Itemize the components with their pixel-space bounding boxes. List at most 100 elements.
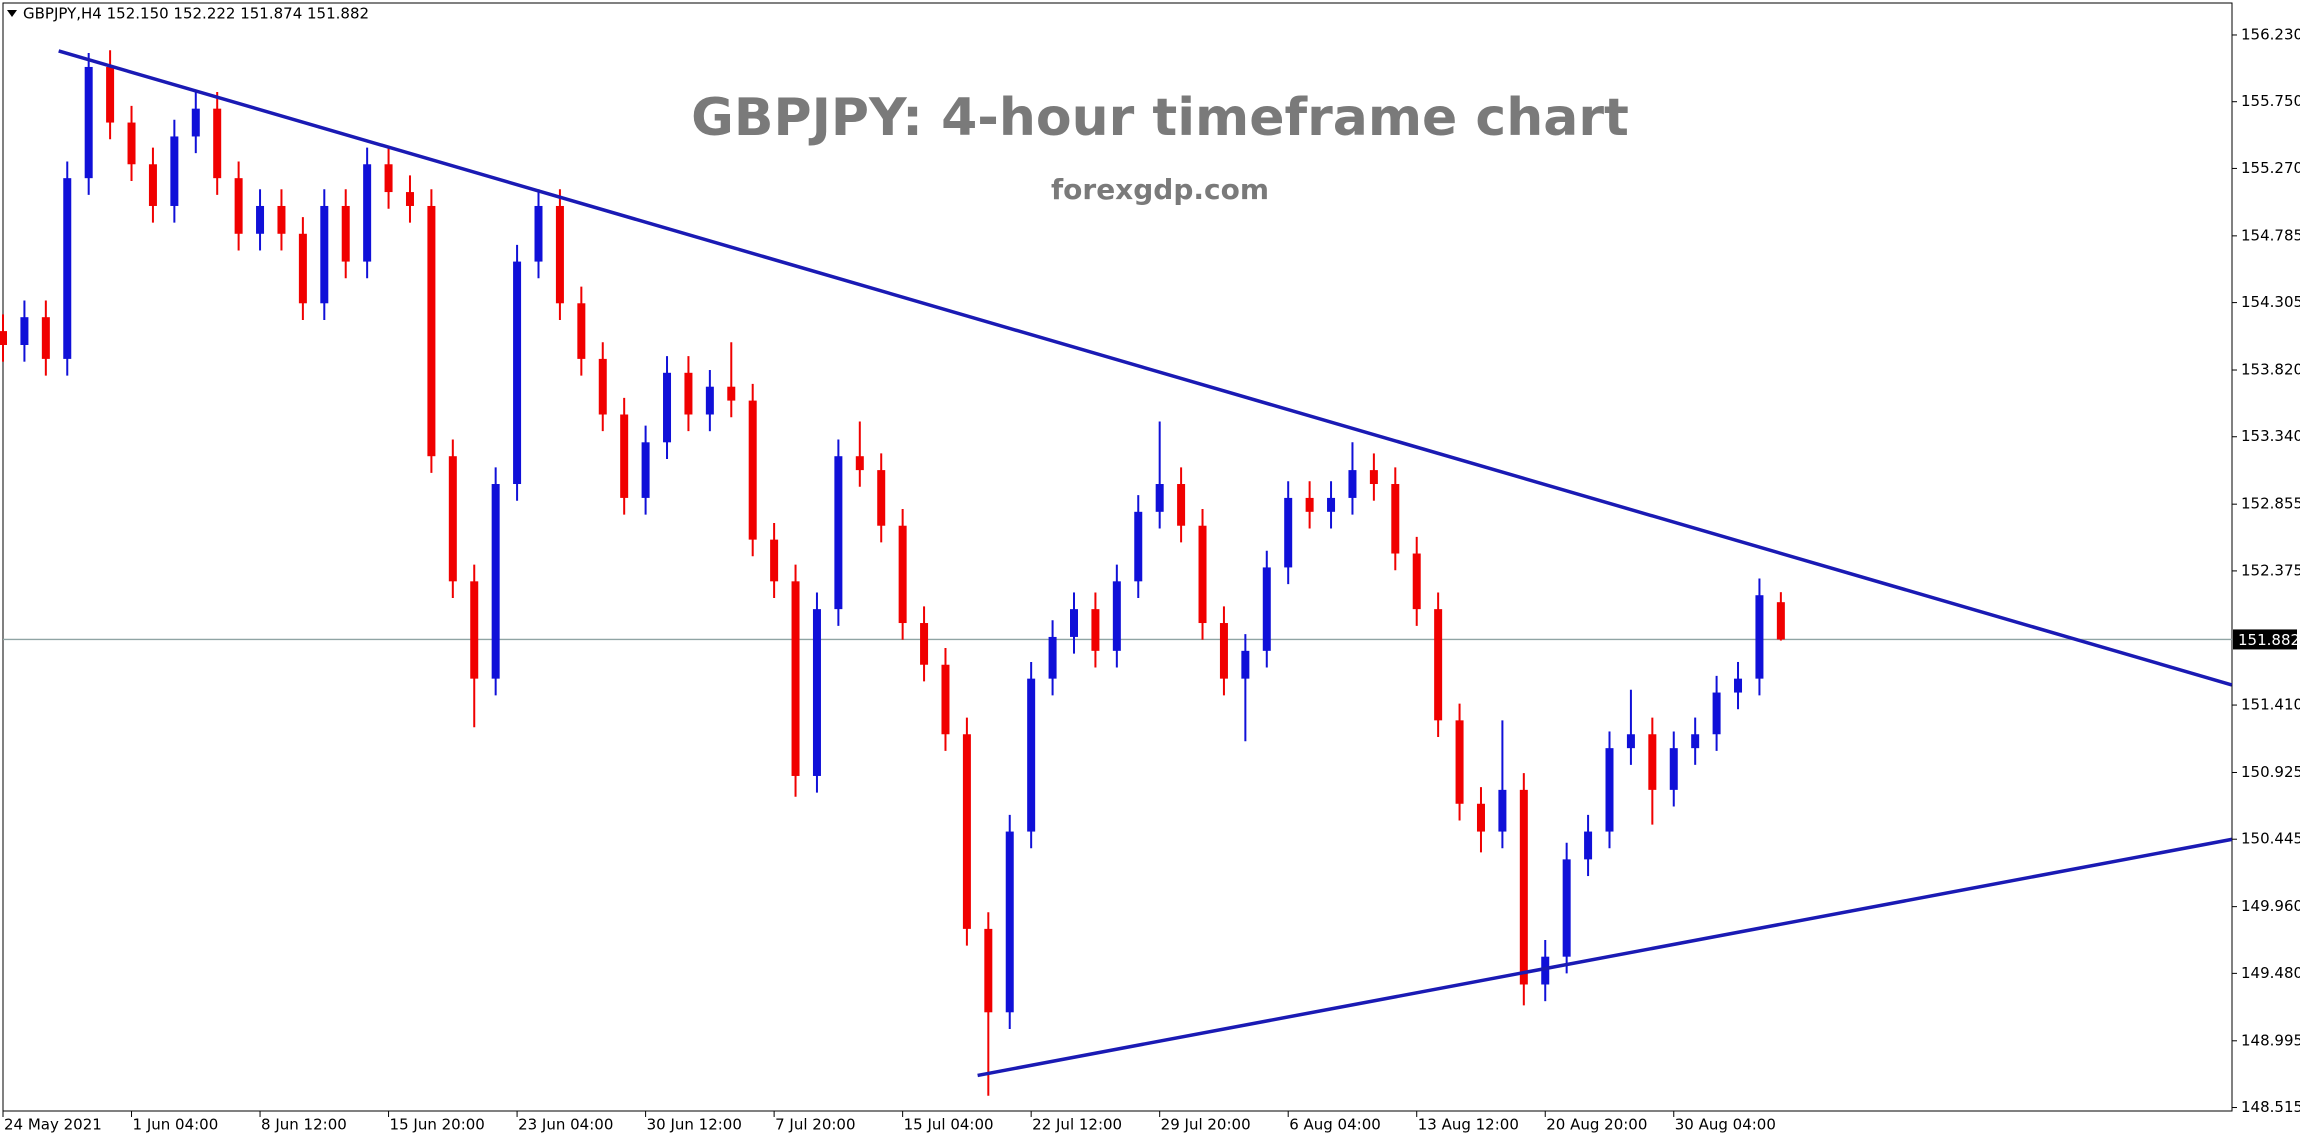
candle-body xyxy=(1262,567,1271,651)
candle-body xyxy=(106,66,115,123)
candle-body xyxy=(384,164,393,193)
candle-body xyxy=(534,205,543,262)
candle-body xyxy=(63,178,72,359)
candle-body xyxy=(1134,511,1143,582)
candle-body xyxy=(191,108,200,137)
candle-body xyxy=(1005,831,1014,1013)
candle-body xyxy=(1648,734,1657,790)
candle-body xyxy=(855,456,864,471)
candle-body xyxy=(984,928,993,1013)
candle-body xyxy=(256,205,265,234)
candle-body xyxy=(1776,602,1785,640)
menu-arrow[interactable] xyxy=(7,10,17,17)
chart-title: GBPJPY: 4-hour timeframe chart xyxy=(691,88,1629,148)
x-tick-label: 22 Jul 12:00 xyxy=(1032,1116,1122,1134)
candle-body xyxy=(834,456,843,610)
candle-body xyxy=(920,623,929,665)
x-tick-label: 30 Jun 12:00 xyxy=(647,1116,742,1134)
candle-body xyxy=(1605,748,1614,832)
candle-body xyxy=(84,66,93,179)
candle-body xyxy=(684,372,693,415)
candle-body xyxy=(1541,956,1550,985)
y-tick-label: 152.855 xyxy=(2241,495,2300,513)
y-tick-label: 154.785 xyxy=(2241,226,2300,244)
candle-body xyxy=(470,581,479,679)
y-tick-label: 150.445 xyxy=(2241,830,2300,848)
candle-body xyxy=(1626,734,1635,749)
candle-body xyxy=(962,734,971,929)
candle-body xyxy=(1027,678,1036,832)
x-tick-label: 15 Jul 04:00 xyxy=(904,1116,994,1134)
candle-body xyxy=(748,400,757,540)
y-tick-label: 148.515 xyxy=(2241,1098,2300,1116)
x-tick-label: 13 Aug 12:00 xyxy=(1418,1116,1519,1134)
y-tick-label: 149.960 xyxy=(2241,897,2300,915)
y-tick-label: 155.750 xyxy=(2241,92,2300,110)
candle-body xyxy=(1584,831,1593,860)
candle-body xyxy=(1048,636,1057,679)
candle-body xyxy=(1562,859,1571,957)
candle-body xyxy=(1198,525,1207,624)
candle-body xyxy=(1177,484,1186,526)
candle-body xyxy=(1284,497,1293,568)
x-tick-label: 29 Jul 20:00 xyxy=(1161,1116,1251,1134)
candle-body xyxy=(641,442,650,498)
candle-body xyxy=(1734,678,1743,693)
y-tick-label: 148.995 xyxy=(2241,1031,2300,1049)
x-tick-label: 30 Aug 04:00 xyxy=(1675,1116,1776,1134)
candle-body xyxy=(405,192,414,206)
candle-body xyxy=(320,205,329,304)
chart-subtitle: forexgdp.com xyxy=(1051,173,1269,206)
x-tick-label: 1 Jun 04:00 xyxy=(133,1116,219,1134)
candle-body xyxy=(727,386,736,401)
candle-body xyxy=(448,456,457,582)
candle-body xyxy=(620,414,629,498)
y-tick-label: 155.270 xyxy=(2241,159,2300,177)
y-tick-label: 152.375 xyxy=(2241,561,2300,579)
candle-body xyxy=(1091,609,1100,651)
chart-header: GBPJPY,H4 152.150 152.222 151.874 151.88… xyxy=(23,5,369,23)
candle-body xyxy=(1498,789,1507,832)
candle-body xyxy=(298,233,307,304)
x-tick-label: 8 Jun 12:00 xyxy=(261,1116,347,1134)
candle-body xyxy=(1755,595,1764,679)
x-tick-label: 20 Aug 20:00 xyxy=(1546,1116,1647,1134)
candle-body xyxy=(1155,484,1164,512)
candle-body xyxy=(148,164,157,206)
candle-body xyxy=(1327,497,1336,512)
candle-body xyxy=(513,261,522,485)
trendline xyxy=(977,837,2233,1078)
candle-body xyxy=(1241,650,1250,679)
candle-body xyxy=(363,164,372,262)
x-tick-label: 23 Jun 04:00 xyxy=(518,1116,613,1134)
candle-body xyxy=(1519,789,1528,985)
candle-body xyxy=(770,539,779,582)
current-price-box xyxy=(2233,629,2297,650)
plot-frame xyxy=(2,2,2233,1112)
candle-body xyxy=(812,609,821,776)
candle-body xyxy=(663,372,672,443)
candle-body xyxy=(1476,803,1485,832)
x-tick-label: 24 May 2021 xyxy=(4,1116,102,1134)
candle-body xyxy=(20,317,29,345)
y-tick-label: 151.410 xyxy=(2241,696,2300,714)
candle-body xyxy=(1219,623,1228,679)
x-tick-label: 6 Aug 04:00 xyxy=(1289,1116,1381,1134)
candle-body xyxy=(341,205,350,262)
candle-body xyxy=(213,108,222,179)
candle-body xyxy=(577,303,586,359)
candle-body xyxy=(1348,470,1357,498)
y-tick-label: 156.230 xyxy=(2241,25,2300,43)
candle-body xyxy=(1669,748,1678,790)
candle-body xyxy=(41,317,50,359)
candle-body xyxy=(941,664,950,735)
candle-body xyxy=(555,205,564,304)
candle-body xyxy=(491,484,500,679)
candle-body xyxy=(1412,553,1421,610)
candle-body xyxy=(1391,484,1400,554)
candle-body xyxy=(170,136,179,206)
y-tick-label: 150.925 xyxy=(2241,763,2300,781)
current-price-label: 151.882 xyxy=(2238,631,2300,649)
